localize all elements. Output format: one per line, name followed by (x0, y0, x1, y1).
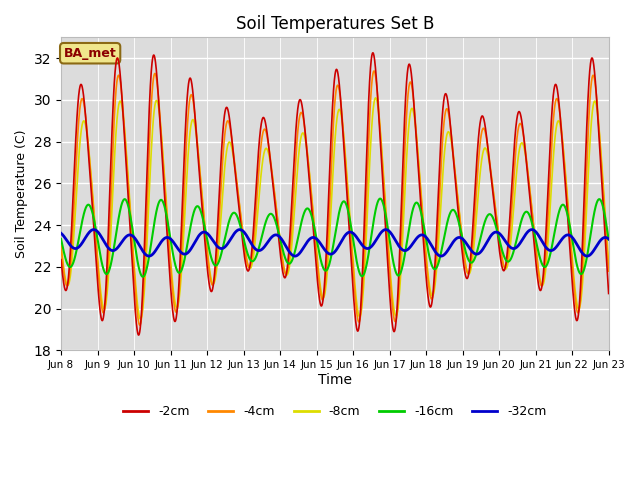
Legend: -2cm, -4cm, -8cm, -16cm, -32cm: -2cm, -4cm, -8cm, -16cm, -32cm (118, 400, 552, 423)
Title: Soil Temperatures Set B: Soil Temperatures Set B (236, 15, 434, 33)
Text: BA_met: BA_met (64, 47, 116, 60)
Y-axis label: Soil Temperature (C): Soil Temperature (C) (15, 130, 28, 258)
X-axis label: Time: Time (318, 373, 352, 387)
